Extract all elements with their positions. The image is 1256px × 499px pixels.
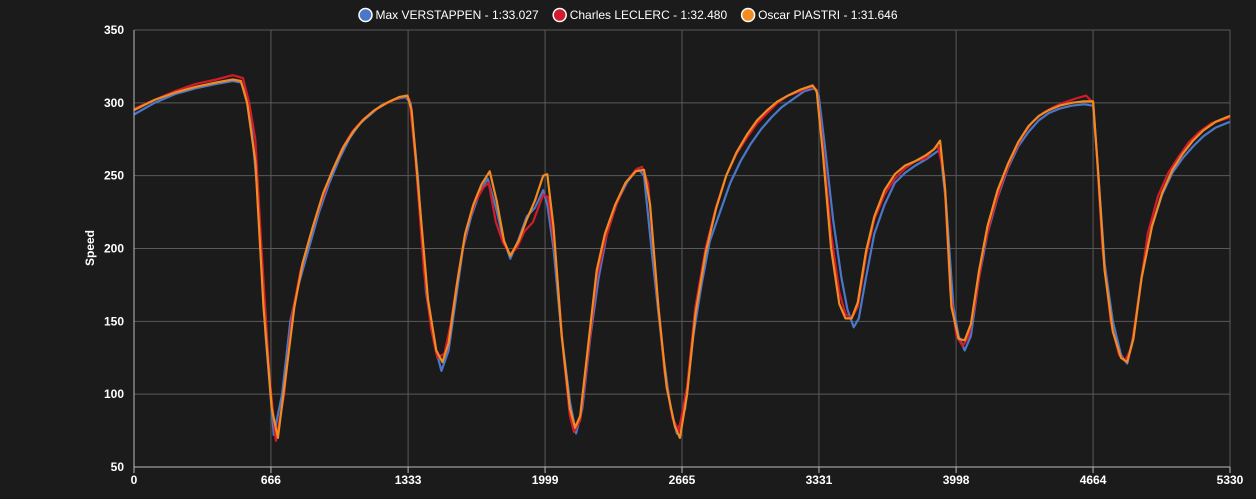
series-line-2 [133, 78, 1231, 439]
y-tick-label: 100 [104, 387, 124, 401]
y-tick-label: 350 [104, 23, 124, 37]
legend-label: Max VERSTAPPEN - 1:33.027 [376, 8, 540, 22]
x-tick-label: 1333 [395, 473, 422, 487]
y-tick-label: 250 [104, 169, 124, 183]
legend-label: Oscar PIASTRI - 1:31.646 [758, 8, 898, 22]
x-tick-label: 0 [131, 473, 138, 487]
y-axis-title: Speed [83, 230, 97, 266]
legend-item-2[interactable]: Oscar PIASTRI - 1:31.646 [740, 7, 898, 23]
legend-item-0[interactable]: Max VERSTAPPEN - 1:33.027 [358, 7, 540, 23]
y-tick-label: 300 [104, 96, 124, 110]
legend-item-1[interactable]: Charles LECLERC - 1:32.480 [552, 7, 728, 23]
series-lines [133, 74, 1231, 442]
legend-swatch [552, 7, 567, 23]
legend-swatch [358, 7, 373, 23]
legend-label: Charles LECLERC - 1:32.480 [570, 8, 728, 22]
legend[interactable]: Max VERSTAPPEN - 1:33.027 Charles LECLERC… [358, 7, 898, 23]
x-tick-label: 2665 [669, 473, 696, 487]
y-tick-label: 150 [104, 314, 124, 328]
y-tick-label: 200 [104, 242, 124, 256]
x-tick-label: 3331 [806, 473, 833, 487]
x-tick-label: 1999 [532, 473, 559, 487]
x-tick-label: 3998 [943, 473, 970, 487]
x-tick-label: 666 [261, 473, 281, 487]
axes: 50 100 150 200 250 300 350 0 666 1333 1999 2665 3331… [104, 23, 1244, 487]
grid-lines [134, 29, 1231, 468]
x-tick-label: 4664 [1080, 473, 1107, 487]
legend-swatch [740, 7, 756, 23]
y-tick-label: 50 [111, 460, 125, 474]
x-tick-label: 5330 [1217, 473, 1244, 487]
